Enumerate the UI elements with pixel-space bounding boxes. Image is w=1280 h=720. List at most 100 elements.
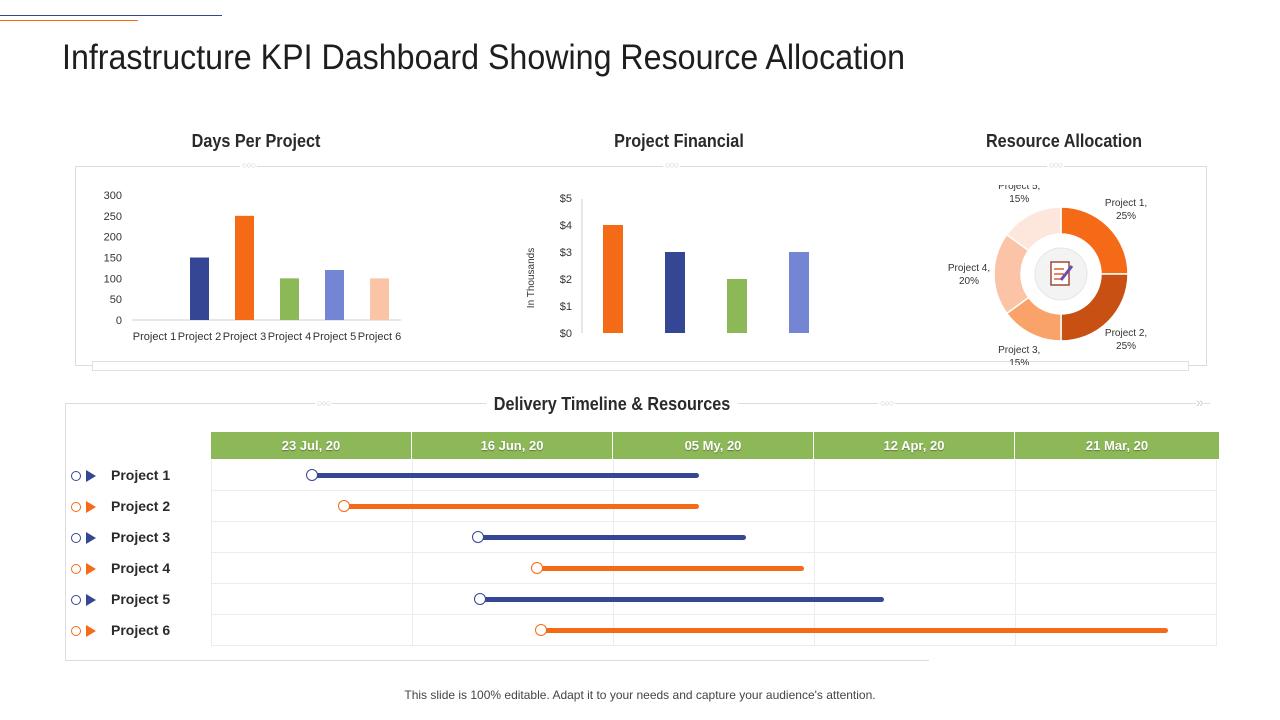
timeline-row-label: Project 1 [111, 467, 171, 483]
bar-project-6 [370, 278, 389, 320]
grid-column-line [613, 460, 614, 646]
timeline-bar [536, 566, 804, 571]
resource-allocation-chart: Project 1, 25% Project 2, 25% Project 3, 15% P… [948, 185, 1147, 365]
grid-row-line [211, 490, 1216, 491]
divider-dots-icon: ○○○ [240, 160, 258, 170]
x-tick-label: Project 2 [178, 331, 221, 343]
grid-column-line [1216, 460, 1217, 646]
divider-dots-icon: ○○○ [315, 398, 333, 408]
timeline-bar [311, 473, 700, 478]
row-bullet-circle-icon [71, 502, 81, 512]
play-triangle-icon [86, 625, 96, 637]
timeline-row-label: Project 6 [111, 622, 171, 638]
y-tick-label: 200 [104, 232, 122, 244]
y-tick-label: 0 [116, 315, 122, 327]
timeline-column-header: 12 Apr, 20 [814, 432, 1015, 459]
timeline-start-marker [474, 593, 487, 605]
row-bullet-circle-icon [71, 471, 81, 481]
grid-row-line [211, 552, 1216, 553]
divider-dots-icon: ○○○ [878, 398, 896, 408]
timeline-start-marker [534, 624, 547, 636]
y-tick-label: $3 [560, 247, 572, 259]
slice-label: Project 4, 20% [948, 263, 990, 287]
timeline-row-label: Project 4 [111, 560, 171, 576]
timeline-start-marker [305, 469, 318, 481]
timeline-start-marker [472, 531, 485, 543]
slice-label: Project 5, 15% [998, 185, 1040, 205]
divider-dots-icon: ○○○ [663, 160, 681, 170]
slice-label: Project 1, 25% [1105, 198, 1147, 222]
charts-panel-bottom-bar [92, 361, 1189, 371]
delivery-timeline-title: Delivery Timeline & Resources [486, 394, 738, 415]
page-title: Infrastructure KPI Dashboard Showing Res… [62, 38, 906, 77]
timeline-bar [478, 535, 746, 540]
timeline-start-marker [337, 500, 350, 512]
play-triangle-icon [86, 501, 96, 513]
days-per-project-title: Days Per Project [191, 131, 321, 151]
row-bullet-circle-icon [71, 533, 81, 543]
timeline-column-header: 21 Mar, 20 [1015, 432, 1220, 459]
timeline-row-label: Project 2 [111, 498, 171, 514]
play-triangle-icon [86, 532, 96, 544]
divider-dots-icon: ○○○ [1047, 160, 1065, 170]
slice-label: Project 2, 25% [1105, 328, 1147, 352]
financial-bar-3 [727, 279, 747, 333]
grid-row-line [211, 583, 1216, 584]
bar-project-4 [280, 278, 299, 320]
timeline-bar [480, 597, 885, 602]
grid-column-line [814, 460, 815, 646]
bar-project-3 [235, 215, 254, 320]
footer-note: This slide is 100% editable. Adapt it to… [404, 688, 876, 702]
timeline-bar [540, 628, 1168, 633]
x-tick-label: Project 1 [133, 331, 176, 343]
row-bullet-circle-icon [71, 595, 81, 605]
y-tick-label: $4 [560, 220, 572, 232]
y-tick-label: 150 [104, 253, 122, 265]
grid-column-line [412, 460, 413, 646]
bar-project-2 [190, 257, 209, 320]
timeline-bar [343, 504, 700, 509]
grid-row-line [211, 614, 1216, 615]
timeline-row-label: Project 3 [111, 529, 171, 545]
y-tick-label: $0 [560, 328, 572, 340]
row-bullet-circle-icon [71, 626, 81, 636]
y-tick-label: $1 [560, 301, 572, 313]
play-triangle-icon [86, 470, 96, 482]
play-triangle-icon [86, 594, 96, 606]
timeline-column-header: 23 Jul, 20 [211, 432, 412, 459]
bar-project-5 [325, 270, 344, 320]
row-bullet-circle-icon [71, 564, 81, 574]
y-tick-label: $2 [560, 274, 572, 286]
y-axis-label: In Thousands [526, 248, 537, 308]
grid-row-line [211, 521, 1216, 522]
y-tick-label: 100 [104, 273, 122, 285]
x-tick-label: Project 6 [358, 331, 401, 343]
y-tick-label: 300 [104, 190, 122, 202]
x-tick-label: Project 4 [268, 331, 311, 343]
financial-bar-2 [665, 252, 685, 333]
grid-row-line [211, 645, 1216, 646]
grid-column-line [1015, 460, 1016, 646]
x-tick-label: Project 5 [313, 331, 356, 343]
y-tick-label: $5 [560, 193, 572, 205]
top-accent-line-blue [0, 15, 222, 16]
chevron-right-icon: » [1196, 394, 1204, 410]
y-tick-label: 250 [104, 211, 122, 223]
document-edit-icon [1050, 261, 1074, 286]
timeline-start-marker [530, 562, 543, 574]
project-financial-chart: In Thousands $0 $1 $2 $3 $4 $5 [526, 193, 809, 340]
project-financial-title: Project Financial [614, 131, 744, 151]
resource-allocation-title: Resource Allocation [985, 131, 1143, 151]
y-tick-label: 50 [110, 294, 122, 306]
top-accent-line-orange [0, 20, 138, 21]
timeline-row-label: Project 5 [111, 591, 171, 607]
play-triangle-icon [86, 563, 96, 575]
timeline-column-header: 16 Jun, 20 [412, 432, 613, 459]
x-tick-label: Project 3 [223, 331, 266, 343]
financial-bar-4 [789, 252, 809, 333]
slice-label: Project 3, 15% [998, 345, 1040, 365]
timeline-column-header: 05 My, 20 [613, 432, 814, 459]
financial-bar-1 [603, 225, 623, 333]
timeline-panel [65, 403, 929, 661]
